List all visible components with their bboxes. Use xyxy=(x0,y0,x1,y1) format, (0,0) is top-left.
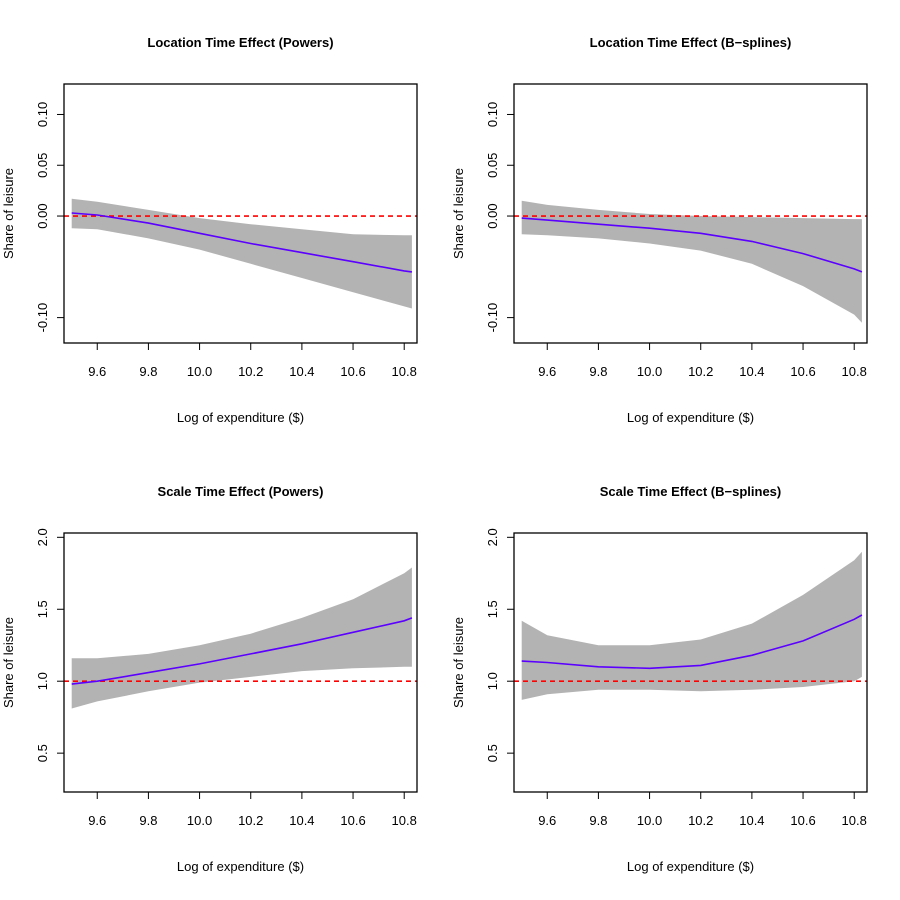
plot-frame xyxy=(63,83,418,344)
x-tick-label: 10.8 xyxy=(842,813,867,828)
x-tick-label: 9.8 xyxy=(589,364,607,379)
plot-frame xyxy=(513,83,868,344)
x-tick-label: 10.6 xyxy=(340,813,365,828)
chart-panel-2: 9.6 9.8 10.0 10.2 10.4 10.6 10.8 -0.10 0.00 0.05 0… xyxy=(451,35,868,425)
chart-panel-3: 9.6 9.8 10.0 10.2 10.4 10.6 10.8 0.5 1.0 1.5 2.0 Sc… xyxy=(1,484,418,874)
confidence-band xyxy=(521,200,862,323)
estimate-line xyxy=(71,212,413,273)
y-tick-label: 1.0 xyxy=(35,672,50,690)
x-tick-label: 10.4 xyxy=(739,813,764,828)
chart-title: Scale Time Effect (Powers) xyxy=(158,484,324,499)
confidence-band xyxy=(521,551,862,700)
y-axis-title: Share of leisure xyxy=(1,617,16,708)
x-tick-label: 10.0 xyxy=(637,813,662,828)
x-tick-label: 10.8 xyxy=(392,364,417,379)
plot-area xyxy=(514,551,867,700)
x-tick-label: 10.8 xyxy=(392,813,417,828)
x-tick-label: 10.2 xyxy=(238,813,263,828)
y-tick-label: 0.5 xyxy=(485,744,500,762)
y-tick-label: 0.5 xyxy=(35,744,50,762)
y-tick-label: 0.05 xyxy=(35,153,50,178)
x-tick-label: 10.2 xyxy=(238,364,263,379)
confidence-band xyxy=(71,567,412,709)
y-tick-label: 1.5 xyxy=(485,600,500,618)
x-tick-label: 10.0 xyxy=(187,813,212,828)
x-tick-label: 9.6 xyxy=(538,364,556,379)
plot-frame xyxy=(63,532,418,793)
x-tick-label: 10.4 xyxy=(289,364,314,379)
x-tick-label: 10.2 xyxy=(688,813,713,828)
chart-title: Location Time Effect (B−splines) xyxy=(590,35,792,50)
x-tick-label: 9.8 xyxy=(589,813,607,828)
x-axis-title: Log of expenditure ($) xyxy=(627,410,754,425)
x-axis-title: Log of expenditure ($) xyxy=(177,410,304,425)
y-tick-label: 0.10 xyxy=(35,102,50,127)
estimate-line xyxy=(71,617,413,685)
x-tick-label: 10.6 xyxy=(790,364,815,379)
plot-area xyxy=(514,200,867,323)
x-tick-label: 10.2 xyxy=(688,364,713,379)
y-axis-title: Share of leisure xyxy=(1,168,16,259)
chart-panel-4: 9.6 9.8 10.0 10.2 10.4 10.6 10.8 0.5 1.0 1.5 2.0 Sc… xyxy=(451,484,868,874)
confidence-band xyxy=(71,198,412,309)
y-tick-label: -0.10 xyxy=(485,303,500,333)
x-tick-label: 10.0 xyxy=(187,364,212,379)
plot-area xyxy=(64,567,417,709)
x-tick-label: 10.4 xyxy=(289,813,314,828)
y-tick-label: 0.00 xyxy=(485,203,500,228)
y-tick-label: -0.10 xyxy=(35,303,50,333)
x-tick-label: 10.0 xyxy=(637,364,662,379)
y-tick-label: 0.00 xyxy=(35,203,50,228)
chart-title: Location Time Effect (Powers) xyxy=(147,35,333,50)
estimate-line xyxy=(521,614,863,670)
estimate-line xyxy=(521,217,863,273)
plot-area xyxy=(64,198,417,309)
y-tick-label: 0.10 xyxy=(485,102,500,127)
y-tick-label: 2.0 xyxy=(485,528,500,546)
x-tick-label: 10.4 xyxy=(739,364,764,379)
x-axis-title: Log of expenditure ($) xyxy=(177,859,304,874)
x-tick-label: 9.8 xyxy=(139,364,157,379)
y-axis-title: Share of leisure xyxy=(451,168,466,259)
x-tick-label: 9.6 xyxy=(88,813,106,828)
x-tick-label: 10.8 xyxy=(842,364,867,379)
y-tick-label: 1.0 xyxy=(485,672,500,690)
chart-panel-1: 9.6 9.8 10.0 10.2 10.4 10.6 10.8 -0.10 0.00 0.05 0… xyxy=(1,35,418,425)
x-tick-label: 9.6 xyxy=(538,813,556,828)
x-axis-title: Log of expenditure ($) xyxy=(627,859,754,874)
y-tick-label: 0.05 xyxy=(485,153,500,178)
y-tick-label: 2.0 xyxy=(35,528,50,546)
x-tick-label: 10.6 xyxy=(790,813,815,828)
chart-title: Scale Time Effect (B−splines) xyxy=(600,484,781,499)
y-tick-label: 1.5 xyxy=(35,600,50,618)
x-tick-label: 9.6 xyxy=(88,364,106,379)
y-axis-title: Share of leisure xyxy=(451,617,466,708)
x-tick-label: 10.6 xyxy=(340,364,365,379)
plot-frame xyxy=(513,532,868,793)
x-tick-label: 9.8 xyxy=(139,813,157,828)
